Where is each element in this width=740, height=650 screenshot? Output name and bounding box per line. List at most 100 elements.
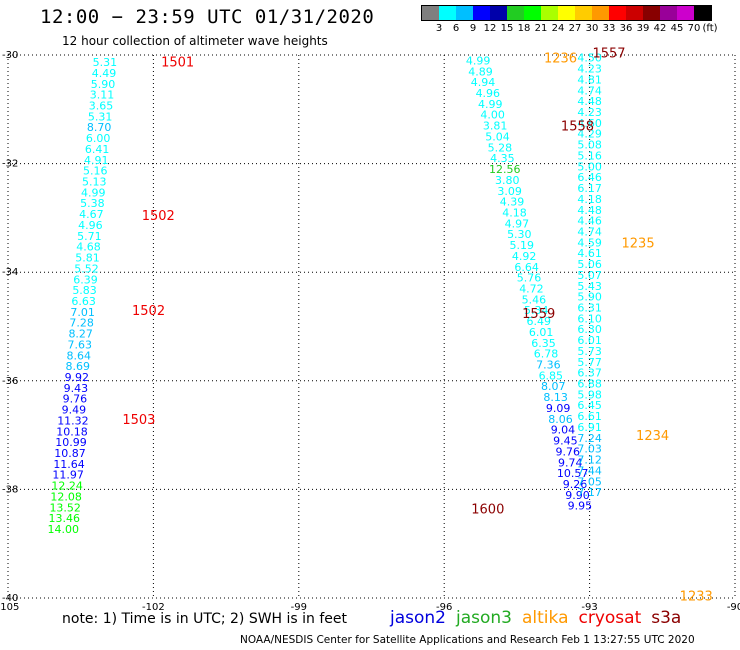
color-swatch [473,6,490,20]
wave-height-value: 4.94 [471,76,496,89]
wave-height-value: 7.03 [577,443,602,456]
wave-height-value: 4.46 [577,215,602,228]
wave-height-value: 7.12 [577,454,602,467]
wave-height-value: 9.45 [553,435,578,448]
pass-time-label: 1234 [636,429,669,444]
wave-height-value: 4.99 [466,54,491,67]
wave-height-value: 4.74 [577,225,602,238]
wave-height-value: 5.46 [522,293,547,306]
wave-height-value: 4.61 [577,247,602,260]
x-tick-label: -105 [0,602,19,613]
color-scale-tick: 70 [687,23,701,34]
wave-height-value: 7.28 [69,317,94,330]
color-swatch [677,6,694,20]
y-tick-label: -32 [2,159,18,170]
wave-height-value: 9.90 [565,489,590,502]
wave-height-value: 4.89 [468,65,493,78]
color-scale-legend: 3 6 9 12 15 18 21 24 27 30 33 36 39 42 45 70 (ft) [421,5,718,35]
wave-height-value: 7.63 [67,338,92,351]
wave-height-value: 6.00 [86,132,111,145]
wave-height-value: 4.39 [500,196,525,209]
wave-height-value: 11.32 [57,414,89,427]
wave-height-value: 5.76 [517,272,542,285]
wave-height-value: 8.69 [66,360,91,373]
color-scale-tick: 33 [602,23,616,34]
wave-height-value: 6.88 [577,378,602,391]
color-scale-tick: 39 [636,23,650,34]
x-tick-label: -90 [727,602,740,613]
color-swatch [524,6,541,20]
y-tick-label: -38 [2,484,18,495]
pass-time-label: 1233 [680,589,713,604]
wave-height-value: 4.48 [577,204,602,217]
wave-height-value: 4.48 [577,95,602,108]
wave-height-value: 3.81 [483,120,508,133]
wave-height-value: 4.35 [490,152,515,165]
wave-height-value: 4.92 [512,250,537,263]
wave-height-value: 4.00 [480,109,505,122]
wave-height-value: 5.13 [82,176,107,189]
wave-height-value: 4.96 [476,87,501,100]
wave-height-value: 5.31 [93,56,118,69]
wave-height-value: 4.67 [79,208,104,221]
wave-height-value: 14.00 [48,523,80,536]
color-scale-tick: 18 [517,23,531,34]
color-swatch [592,6,609,20]
wave-height-value: 8.27 [68,328,93,341]
color-scale-tick: 36 [619,23,633,34]
wave-height-value: 9.26 [563,478,588,491]
wave-height-value: 6.41 [85,143,110,156]
color-scale-labels: 3 6 9 12 15 18 21 24 27 30 33 36 39 42 45 70 (ft) [421,21,718,35]
color-scale-tick: 21 [534,23,548,34]
wave-height-value: 9.04 [551,424,576,437]
color-scale-tick: 6 [452,23,460,34]
map-subtitle: 12 hour collection of altimeter wave hei… [62,34,328,48]
wave-height-value: 3.65 [89,99,114,112]
color-scale-tick: 30 [585,23,599,34]
wave-height-value: 9.09 [546,402,571,415]
wave-height-value: 4.91 [84,154,109,167]
wave-height-value: 4.68 [76,241,101,254]
wave-height-value: 4.60 [577,117,602,130]
color-swatch [507,6,524,20]
footer-credit: NOAA/NESDIS Center for Satellite Applica… [240,634,695,646]
wave-height-value: 10.87 [54,447,86,460]
x-tick-label: -93 [581,602,597,613]
wave-height-value: 4.29 [577,128,602,141]
satellite-legend-s3a: s3a [651,608,682,628]
wave-height-value: 4.72 [519,282,544,295]
wave-height-value: 4.97 [505,217,530,230]
wave-height-value: 6.64 [514,261,539,274]
wave-height-value: 4.50 [577,52,602,65]
color-swatch [541,6,558,20]
wave-height-value: 9.43 [64,382,89,395]
wave-height-value: 8.13 [543,391,568,404]
wave-height-value: 10.57 [557,467,589,480]
wave-height-value: 3.11 [90,89,115,102]
pass-time-label: 1503 [122,413,155,428]
wave-height-value: 5.90 [91,78,116,91]
color-scale-tick: 45 [670,23,684,34]
wave-height-value: 8.64 [67,349,92,362]
y-tick-label: -34 [2,267,18,278]
wave-height-value: 6.46 [577,171,602,184]
wave-height-value: 4.99 [478,98,503,111]
wave-height-value: 12.56 [489,163,521,176]
color-scale-unit: (ft) [702,23,718,34]
wave-height-value: 6.01 [529,326,554,339]
wave-height-value: 4.96 [78,219,103,232]
wave-height-value: 9.76 [63,393,88,406]
wave-height-value: 5.08 [577,139,602,152]
wave-height-value: 5.73 [577,345,602,358]
pass-time-label: 1501 [161,56,194,71]
wave-height-value: 5.06 [577,258,602,271]
pass-time-label: 1600 [471,502,504,517]
wave-height-value: 9.76 [556,445,581,458]
wave-height-value: 5.00 [577,160,602,173]
pass-time-label: 1559 [522,307,555,322]
wave-height-value: 12.08 [50,490,82,503]
wave-height-value: 4.18 [502,206,527,219]
wave-height-value: 6.45 [577,399,602,412]
wave-height-value: 6.30 [577,323,602,336]
wave-height-value: 5.90 [577,291,602,304]
